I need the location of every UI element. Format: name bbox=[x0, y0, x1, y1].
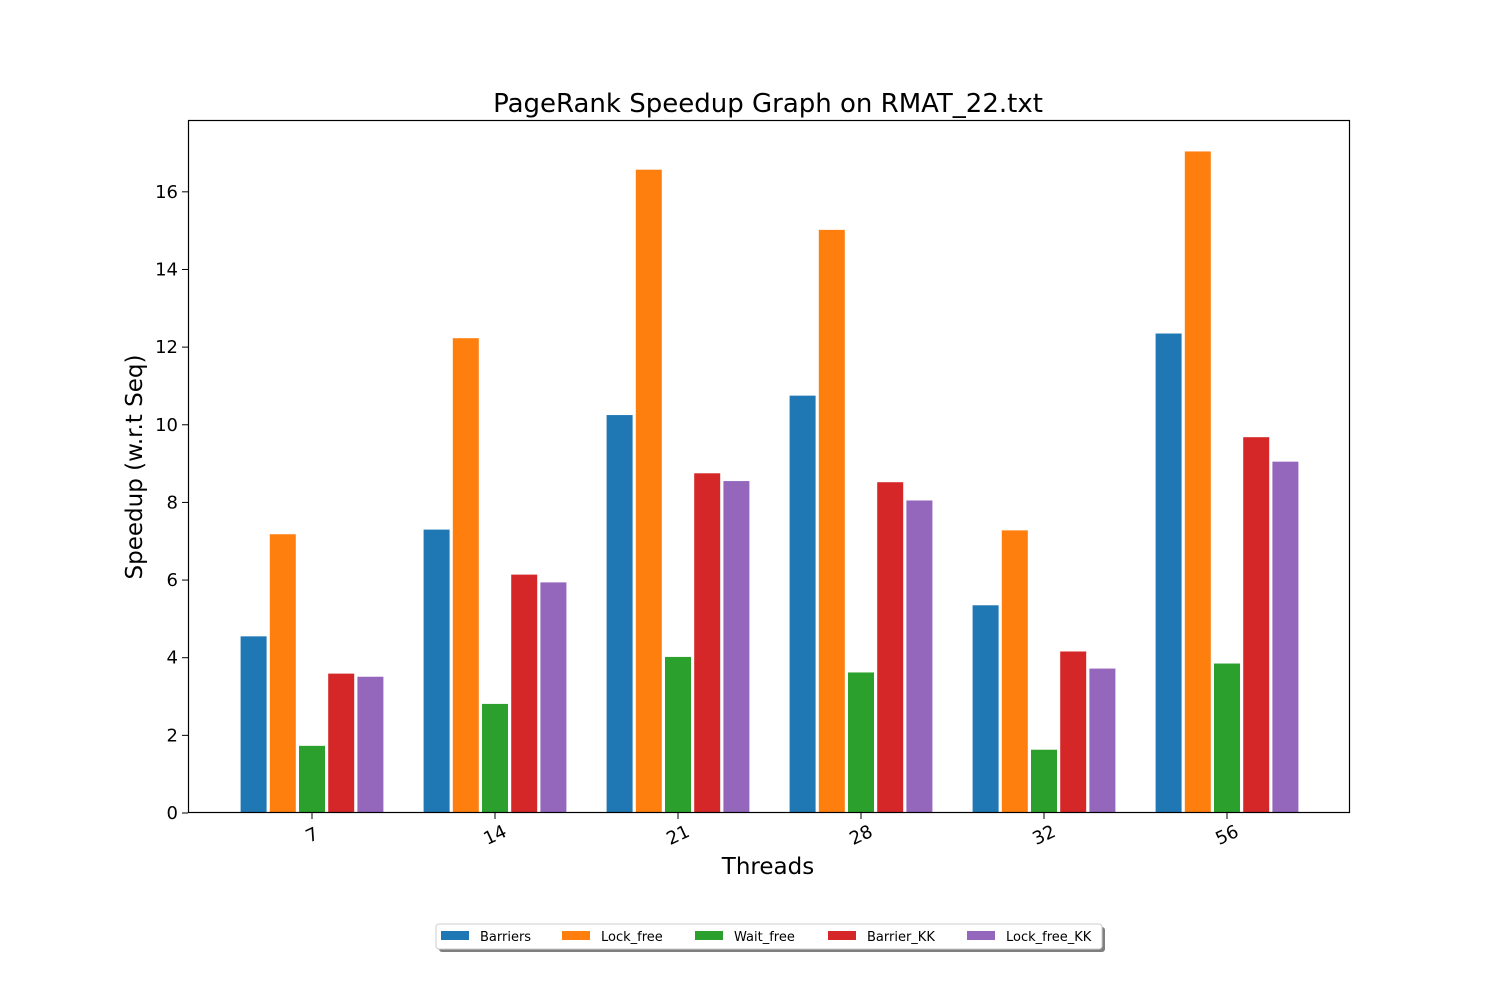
legend-swatch-wait-free bbox=[695, 931, 723, 940]
legend-label-lock-free: Lock_free bbox=[601, 930, 663, 945]
legend-label-barrier-kk: Barrier_KK bbox=[867, 930, 935, 945]
legend-swatch-lock-free bbox=[562, 931, 590, 940]
legend: Barriers Lock_free Wait_free Barrier_KK Lock… bbox=[435, 923, 1105, 952]
bar-lock-free-kk-56 bbox=[1272, 461, 1299, 813]
x-axis-label: Threads bbox=[721, 854, 814, 880]
bar-barrier-kk-7 bbox=[328, 673, 355, 813]
legend-label-barriers: Barriers bbox=[480, 930, 531, 945]
bar-barriers-7 bbox=[240, 636, 267, 813]
x-tick-label: 14 bbox=[480, 821, 510, 850]
bar-lock-free-28 bbox=[818, 229, 845, 813]
y-tick-label: 14 bbox=[155, 259, 178, 280]
bar-barrier-kk-14 bbox=[511, 574, 538, 813]
bar-barrier-kk-28 bbox=[877, 482, 904, 813]
x-tick-label: 21 bbox=[663, 821, 693, 850]
bar-lock-free-kk-21 bbox=[723, 481, 750, 813]
y-tick-label: 4 bbox=[167, 648, 178, 669]
bar-lock-free-21 bbox=[635, 169, 662, 813]
bar-lock-free-kk-7 bbox=[357, 676, 384, 813]
legend-label-wait-free: Wait_free bbox=[734, 930, 795, 945]
plot-frame bbox=[187, 119, 1351, 814]
bar-barriers-28 bbox=[789, 395, 816, 813]
bar-lock-free-kk-14 bbox=[540, 582, 567, 813]
bar-barriers-32 bbox=[972, 605, 999, 813]
bar-lock-free-7 bbox=[269, 534, 296, 813]
legend-label-lock-free-kk: Lock_free_KK bbox=[1006, 930, 1092, 945]
y-tick-label: 12 bbox=[155, 337, 178, 358]
y-tick-label: 8 bbox=[167, 492, 178, 513]
bar-lock-free-kk-32 bbox=[1089, 668, 1116, 813]
y-tick-label: 16 bbox=[155, 182, 178, 203]
legend-swatch-barriers bbox=[441, 931, 469, 940]
bars-layer bbox=[240, 151, 1299, 813]
y-tick-label: 0 bbox=[167, 803, 178, 824]
chart-title: PageRank Speedup Graph on RMAT_22.txt bbox=[493, 89, 1043, 119]
bar-lock-free-14 bbox=[452, 338, 479, 813]
bar-wait-free-14 bbox=[482, 703, 508, 813]
bar-wait-free-7 bbox=[299, 745, 325, 813]
bar-wait-free-28 bbox=[848, 672, 874, 813]
legend-swatch-lock-free-kk bbox=[967, 931, 995, 940]
x-tick-label: 28 bbox=[846, 821, 876, 850]
y-tick-label: 6 bbox=[167, 570, 178, 591]
legend-box bbox=[435, 923, 1103, 950]
legend-swatch-barrier-kk bbox=[828, 931, 856, 940]
x-tick-label: 7 bbox=[303, 824, 322, 848]
bar-barriers-14 bbox=[423, 529, 450, 813]
bar-barrier-kk-21 bbox=[694, 473, 721, 813]
bar-barrier-kk-56 bbox=[1243, 437, 1270, 813]
bar-lock-free-56 bbox=[1184, 151, 1211, 813]
bar-barriers-56 bbox=[1155, 333, 1182, 813]
bar-wait-free-32 bbox=[1031, 749, 1057, 813]
bar-wait-free-56 bbox=[1214, 663, 1240, 813]
bar-wait-free-21 bbox=[665, 656, 691, 813]
y-axis-label: Speedup (w.r.t Seq) bbox=[122, 355, 148, 580]
bar-barriers-21 bbox=[606, 415, 633, 813]
y-tick-label: 10 bbox=[155, 415, 178, 436]
x-tick-label: 56 bbox=[1212, 821, 1242, 850]
bar-lock-free-32 bbox=[1001, 530, 1028, 813]
bar-lock-free-kk-28 bbox=[906, 500, 933, 813]
bar-barrier-kk-32 bbox=[1060, 651, 1087, 813]
y-tick-label: 2 bbox=[167, 725, 178, 746]
x-tick-label: 32 bbox=[1029, 821, 1059, 850]
